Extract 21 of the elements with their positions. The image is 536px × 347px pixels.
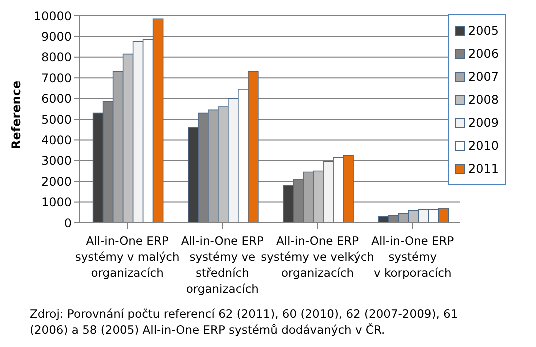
y-tick-label: 8000 <box>41 50 72 65</box>
legend-label: 2006 <box>468 46 499 60</box>
y-tick-label: 2000 <box>41 174 72 189</box>
legend-label: 2010 <box>468 138 499 152</box>
legend-label: 2009 <box>468 116 499 130</box>
y-axis-title: Reference <box>9 80 24 150</box>
legend-label: 2011 <box>468 162 499 176</box>
y-tick-label: 6000 <box>41 92 72 106</box>
legend-label: 2005 <box>468 24 499 38</box>
text: Zdroj: Porovnání počtu referencí 62 (2011), 60 (2010), 62 (2007-2009), 61 (2006) a 58 (2005) All-in-One ERP systémů dodávaných v ČR. <box>30 306 460 338</box>
y-tick-label: 1000 <box>41 196 72 210</box>
legend-label: 2007 <box>468 70 499 84</box>
legend-label: 2008 <box>468 92 499 106</box>
y-tick-label: 7000 <box>41 71 72 86</box>
y-tick-label: 0 <box>64 216 72 230</box>
y-tick-label: 5000 <box>41 112 72 127</box>
y-tick-label: 3000 <box>41 154 72 168</box>
x-tick-label: All-in-One ERP systémy v malých organizacích <box>75 234 180 280</box>
y-tick-label: 4000 <box>41 133 72 148</box>
y-tick-label: 9000 <box>41 30 72 44</box>
y-tick-label: 10000 <box>34 9 72 24</box>
